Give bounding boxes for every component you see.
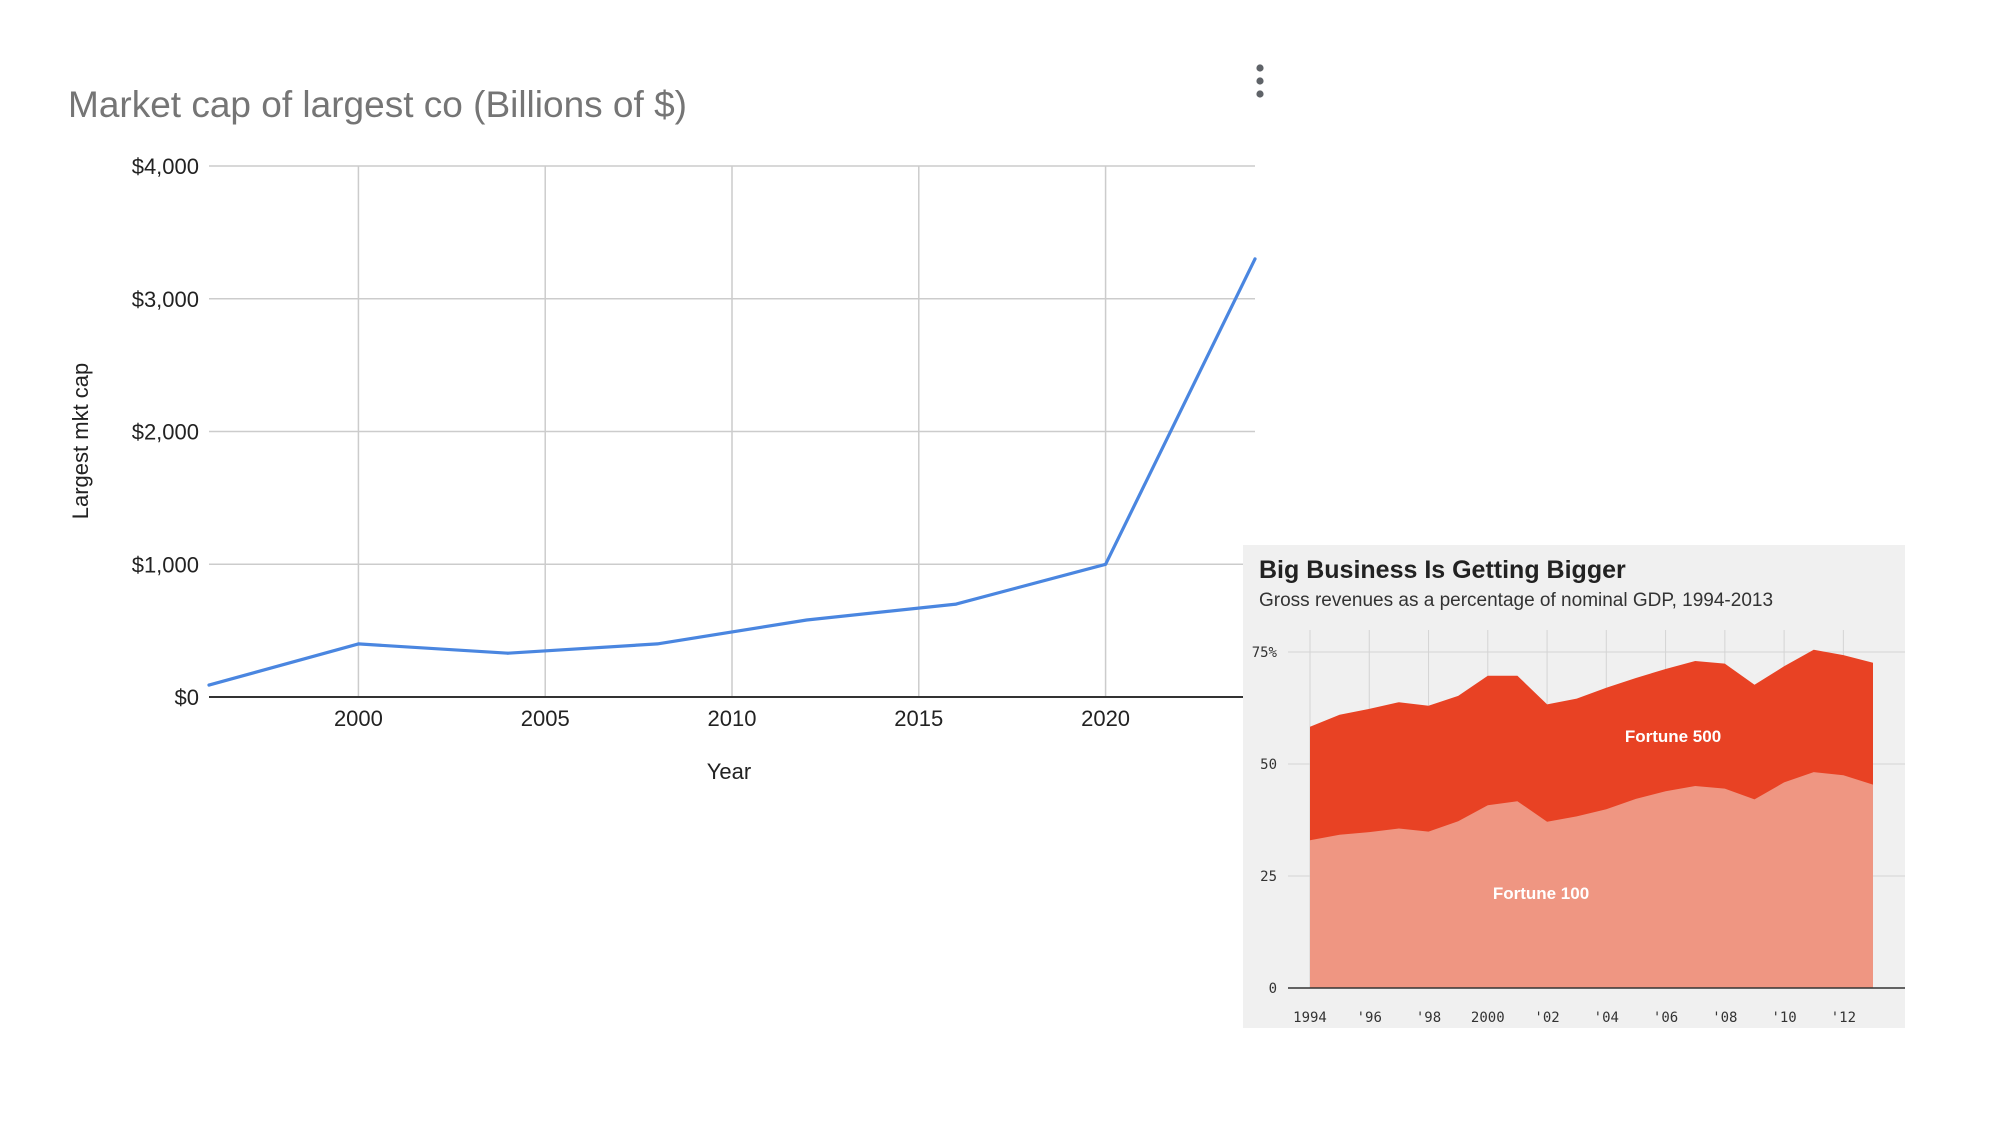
- series-label-fortune-100: Fortune 100: [1493, 884, 1589, 903]
- data-point: [207, 683, 211, 687]
- area-fortune-100: [1310, 772, 1873, 988]
- x-tick-label: 2010: [708, 706, 757, 731]
- x-tick-label: '98: [1416, 1010, 1441, 1026]
- data-point: [1253, 257, 1257, 261]
- data-point: [506, 651, 510, 655]
- x-tick-label: 2000: [1471, 1010, 1505, 1026]
- x-tick-label: 2005: [521, 706, 570, 731]
- x-tick-label: 1994: [1293, 1010, 1327, 1026]
- data-point: [805, 618, 809, 622]
- menu-dot-icon: [1256, 77, 1264, 85]
- chart-menu-button[interactable]: [1256, 64, 1264, 98]
- x-tick-label: '04: [1594, 1010, 1619, 1026]
- big-business-area-chart: Big Business Is Getting Bigger Gross rev…: [1243, 545, 1905, 1028]
- data-point: [954, 602, 958, 606]
- y-tick-label: $0: [175, 685, 199, 710]
- y-tick-label: $1,000: [132, 552, 199, 577]
- x-tick-label: '08: [1712, 1010, 1737, 1026]
- y-tick-label: $2,000: [132, 420, 199, 445]
- area-series-group: [1310, 649, 1873, 988]
- y-tick-label: 50: [1260, 757, 1277, 773]
- gridlines: [209, 165, 1255, 698]
- data-point: [1104, 562, 1108, 566]
- y-axis-ticks: $0 $1,000 $2,000 $3,000 $4,000: [132, 154, 199, 710]
- x-tick-label: '12: [1831, 1010, 1856, 1026]
- menu-dot-icon: [1256, 64, 1264, 72]
- x-tick-label: 2015: [894, 706, 943, 731]
- data-point: [356, 642, 360, 646]
- chart-title: Market cap of largest co (Billions of $): [68, 84, 687, 125]
- series-line: [207, 257, 1257, 687]
- series-group: [207, 257, 1257, 687]
- chart-title: Big Business Is Getting Bigger: [1259, 556, 1626, 584]
- chart-subtitle: Gross revenues as a percentage of nomina…: [1259, 590, 1773, 611]
- y-tick-label: $4,000: [132, 154, 199, 179]
- x-tick-label: '96: [1357, 1010, 1382, 1026]
- y-tick-label: $3,000: [132, 287, 199, 312]
- y-axis-ticks: 0 25 50 75%: [1252, 645, 1278, 997]
- x-tick-label: '02: [1534, 1010, 1559, 1026]
- y-tick-label: 25: [1260, 869, 1277, 885]
- menu-dot-icon: [1256, 90, 1264, 98]
- x-tick-label: 2000: [334, 706, 383, 731]
- x-axis-ticks: 1994 '96 '98 2000 '02 '04 '06 '08 '10 '12: [1293, 1010, 1856, 1026]
- y-tick-label: 0: [1269, 981, 1277, 997]
- series-label-fortune-500: Fortune 500: [1625, 727, 1721, 746]
- data-point: [655, 642, 659, 646]
- series-labels: Fortune 500 Fortune 100: [1493, 727, 1721, 903]
- y-tick-label: 75%: [1252, 645, 1278, 661]
- market-cap-line-chart: Market cap of largest co (Billions of $)…: [68, 64, 1264, 784]
- x-axis-label: Year: [707, 759, 751, 784]
- x-tick-label: '06: [1653, 1010, 1678, 1026]
- x-tick-label: 2020: [1081, 706, 1130, 731]
- x-tick-label: '10: [1771, 1010, 1796, 1026]
- y-axis-label: Largest mkt cap: [68, 363, 93, 520]
- x-axis-ticks: 2000 2005 2010 2015 2020: [334, 706, 1130, 731]
